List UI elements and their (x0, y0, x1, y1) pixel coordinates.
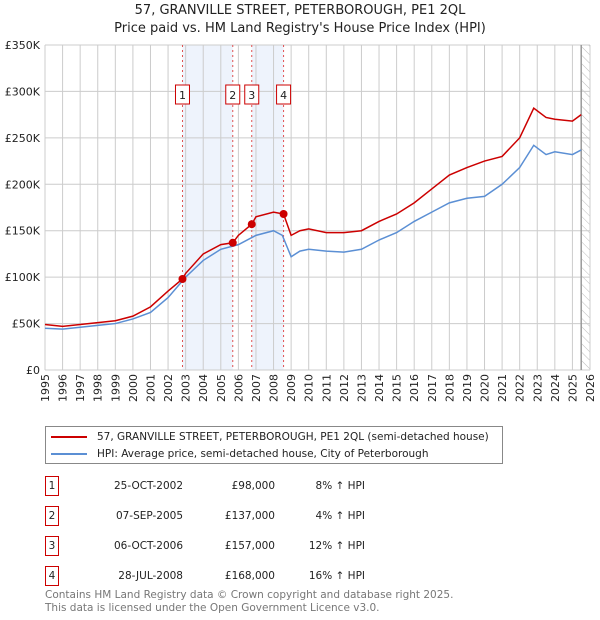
x-tick-label: 2004 (197, 374, 210, 402)
footer-licence: This data is licensed under the Open Gov… (45, 602, 380, 614)
x-tick-label: 2007 (250, 374, 263, 402)
x-tick-label: 2001 (144, 374, 157, 402)
legend-item-property: 57, GRANVILLE STREET, PETERBOROUGH, PE1 … (46, 429, 489, 445)
sale-number: 3 (45, 536, 59, 556)
y-tick-label: £200K (5, 178, 41, 191)
sale-price: £157,000 (224, 540, 275, 552)
sale-price: £137,000 (224, 510, 275, 522)
sale-row: 4 28-JUL-2008 £168,000 16% ↑ HPI (45, 566, 375, 586)
sale-date: 25-OCT-2002 (114, 480, 183, 492)
y-tick-label: £100K (5, 271, 41, 284)
sale-point (279, 210, 288, 218)
x-tick-label: 1996 (57, 374, 70, 402)
x-tick-label: 2012 (338, 374, 351, 402)
sale-date: 07-SEP-2005 (115, 510, 183, 522)
sale-price: £168,000 (224, 570, 275, 582)
x-tick-label: 1997 (74, 374, 87, 402)
x-tick-label: 2018 (443, 374, 456, 402)
sale-label-box (276, 84, 292, 105)
sale-point (178, 275, 187, 283)
sale-number: 1 (45, 476, 59, 496)
property-price-line (44, 106, 582, 328)
x-tick-label: 1999 (109, 374, 122, 402)
x-tick-label: 2017 (426, 374, 439, 402)
chart-title: 57, GRANVILLE STREET, PETERBOROUGH, PE1 … (134, 3, 466, 18)
sale-label: 1 (179, 89, 186, 102)
x-tick-label: 1995 (39, 374, 52, 402)
legend-swatch-red (51, 436, 87, 438)
x-tick-label: 2005 (215, 374, 228, 402)
x-tick-label: 2021 (496, 374, 509, 402)
x-tick-label: 2024 (549, 374, 562, 402)
shaded-range (182, 45, 233, 370)
sale-label: 4 (280, 89, 287, 102)
sale-number: 4 (45, 566, 59, 586)
sale-hpi-diff: 16% ↑ HPI (308, 570, 365, 582)
sale-hpi-diff: 8% ↑ HPI (315, 480, 365, 492)
x-tick-label: 2011 (320, 374, 333, 402)
y-tick-label: £150K (5, 225, 41, 238)
x-tick-label: 2022 (514, 374, 527, 402)
x-tick-label: 2009 (285, 374, 298, 402)
y-tick-label: £250K (5, 132, 41, 145)
sale-label-box (244, 84, 260, 105)
plot-area: 1995 1996 1997 1998 1999 2000 2001 2002 2003 2004… (5, 39, 597, 402)
legend: 57, GRANVILLE STREET, PETERBOROUGH, PE1 … (45, 426, 503, 464)
x-tick-label: 2025 (566, 374, 579, 402)
x-tick-label: 2008 (268, 374, 281, 402)
x-tick-label: 2019 (461, 374, 474, 402)
x-tick-label: 2014 (373, 374, 386, 402)
sale-label-box (174, 84, 190, 105)
x-tick-label: 2020 (479, 374, 492, 402)
sale-row: 3 06-OCT-2006 £157,000 12% ↑ HPI (45, 536, 375, 556)
sale-hpi-diff: 12% ↑ HPI (308, 540, 365, 552)
x-tick-label: 1998 (92, 374, 105, 402)
x-tick-label: 2026 (584, 374, 597, 402)
x-tick-label: 2015 (391, 374, 404, 402)
x-tick-label: 2006 (232, 374, 245, 402)
hpi-line (44, 144, 582, 330)
sale-date: 28-JUL-2008 (118, 570, 183, 582)
sale-label: 2 (229, 89, 236, 102)
forecast-hatch (581, 45, 590, 370)
sale-date: 06-OCT-2006 (114, 540, 183, 552)
legend-swatch-blue (51, 453, 87, 455)
sale-point (247, 220, 256, 229)
y-tick-label: £0 (26, 364, 40, 377)
legend-label: HPI: Average price, semi-detached house,… (97, 448, 429, 460)
x-tick-label: 2003 (180, 374, 193, 402)
footer-copyright: Contains HM Land Registry data © Crown c… (45, 589, 454, 601)
sale-point (228, 238, 237, 247)
legend-label: 57, GRANVILLE STREET, PETERBOROUGH, PE1 … (97, 431, 489, 443)
x-tick-label: 2013 (355, 374, 368, 402)
sale-row: 1 25-OCT-2002 £98,000 8% ↑ HPI (45, 476, 375, 496)
sale-label: 3 (248, 89, 255, 102)
x-tick-label: 2010 (303, 374, 316, 402)
x-tick-label: 2016 (408, 374, 421, 402)
legend-item-hpi: HPI: Average price, semi-detached house,… (46, 446, 429, 462)
sale-row: 2 07-SEP-2005 £137,000 4% ↑ HPI (45, 506, 375, 526)
x-tick-label: 2000 (127, 374, 140, 402)
x-tick-label: 2023 (531, 374, 544, 402)
y-tick-label: £350K (5, 39, 41, 52)
sale-hpi-diff: 4% ↑ HPI (315, 510, 365, 522)
y-tick-label: £50K (12, 318, 41, 331)
sale-price: £98,000 (231, 480, 275, 492)
y-tick-label: £300K (5, 85, 41, 98)
chart-subtitle: Price paid vs. HM Land Registry's House … (114, 21, 486, 36)
sale-number: 2 (45, 506, 59, 526)
sale-label-box (225, 84, 241, 105)
x-tick-label: 2002 (162, 374, 175, 402)
